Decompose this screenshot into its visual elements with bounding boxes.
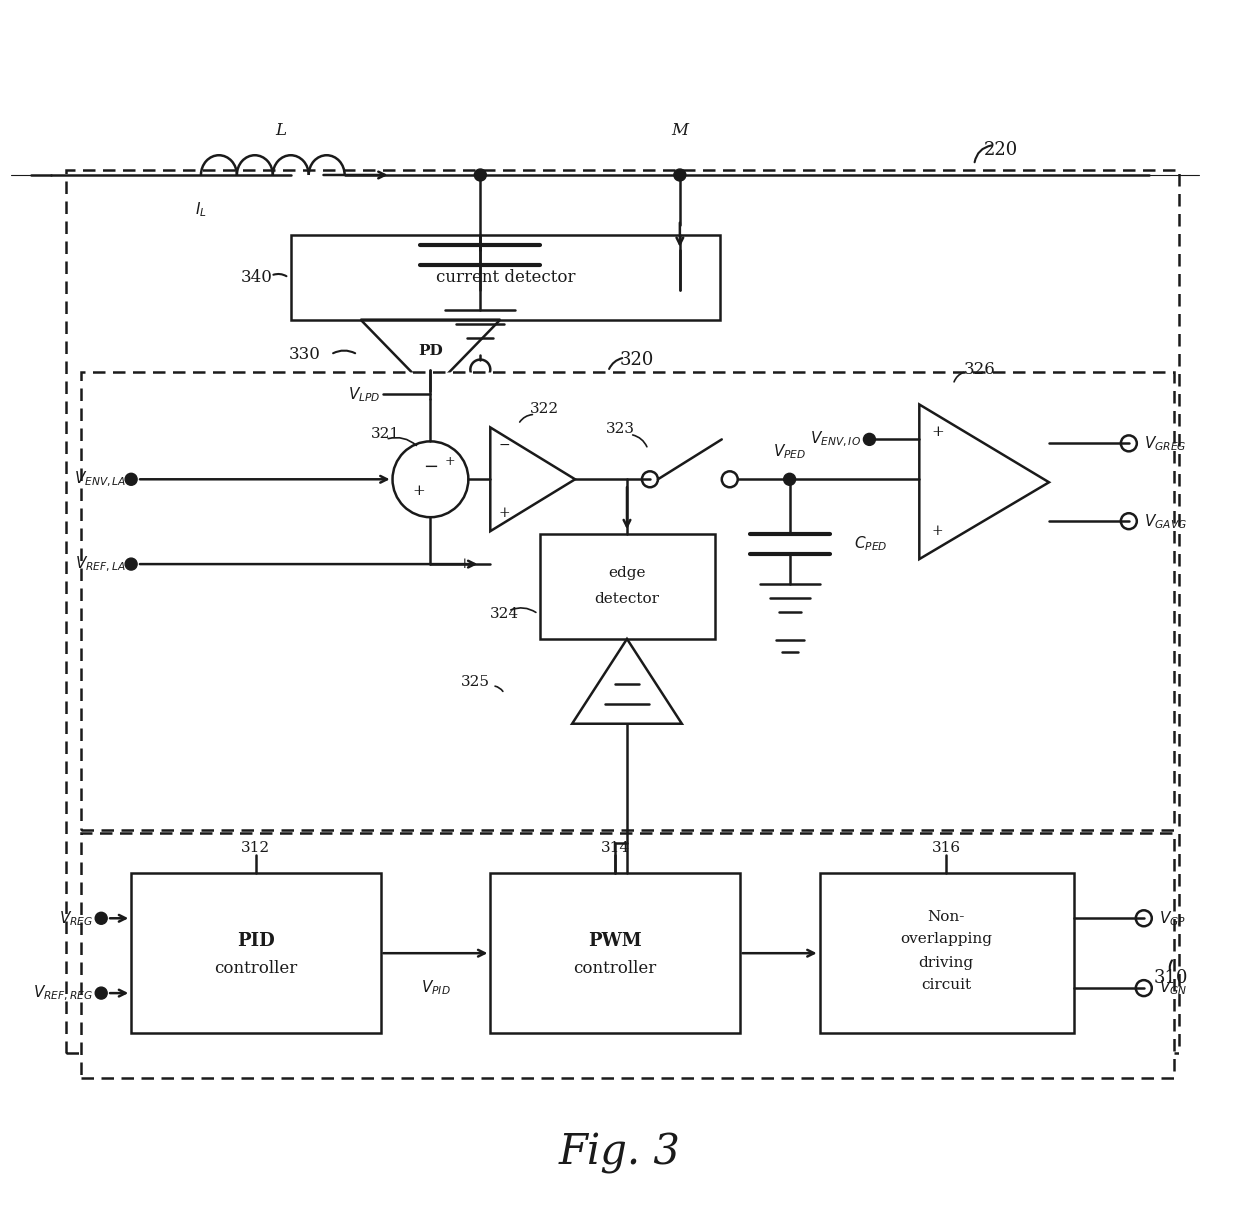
Bar: [131, 873, 381, 1032]
Text: −: −: [498, 439, 510, 452]
Bar: [66, 170, 1179, 1053]
Text: L: L: [275, 122, 286, 139]
Text: 340: 340: [241, 270, 273, 287]
Text: 326: 326: [965, 361, 996, 378]
Text: +: +: [931, 525, 944, 538]
Text: driving: driving: [919, 956, 973, 970]
Text: +: +: [498, 507, 510, 520]
Circle shape: [1121, 513, 1137, 530]
Text: 220: 220: [985, 141, 1018, 160]
Bar: [490, 873, 740, 1032]
Text: $V_{REF,REG}$: $V_{REF,REG}$: [33, 983, 93, 1002]
Text: 310: 310: [1153, 970, 1188, 987]
Text: $I_L$: $I_L$: [195, 201, 207, 219]
Text: +: +: [412, 485, 425, 498]
Text: 321: 321: [371, 428, 399, 441]
Circle shape: [863, 433, 875, 445]
Text: detector: detector: [594, 592, 660, 606]
Text: +: +: [459, 557, 470, 571]
Text: $V_{PID}$: $V_{PID}$: [420, 979, 450, 997]
Circle shape: [125, 559, 138, 571]
Text: PWM: PWM: [588, 932, 642, 950]
Text: $V_{GP}$: $V_{GP}$: [1158, 909, 1185, 927]
Text: 325: 325: [461, 675, 490, 689]
Text: $V_{REG}$: $V_{REG}$: [60, 909, 93, 927]
Text: 330: 330: [289, 346, 321, 363]
Text: PD: PD: [418, 343, 443, 358]
Circle shape: [1121, 435, 1137, 451]
Text: PID: PID: [237, 932, 275, 950]
Circle shape: [475, 169, 486, 181]
Text: M: M: [671, 122, 688, 139]
Text: edge: edge: [609, 566, 646, 580]
Bar: [820, 873, 1074, 1032]
Bar: [82, 833, 1174, 1078]
Text: $V_{ENV,IO}$: $V_{ENV,IO}$: [811, 429, 862, 449]
Circle shape: [470, 359, 490, 380]
Text: $V_{PED}$: $V_{PED}$: [773, 442, 806, 461]
Text: $V_{GREG}$: $V_{GREG}$: [1143, 434, 1187, 452]
Text: $V_{GN}$: $V_{GN}$: [1158, 979, 1187, 997]
Text: $V_{ENV,LA}$: $V_{ENV,LA}$: [73, 469, 126, 488]
Text: $C_{PED}$: $C_{PED}$: [854, 534, 888, 554]
Text: 316: 316: [931, 841, 961, 856]
Circle shape: [125, 473, 138, 485]
Text: 324: 324: [490, 607, 520, 621]
Circle shape: [1136, 980, 1152, 996]
Circle shape: [722, 472, 738, 487]
Circle shape: [1136, 910, 1152, 926]
Text: current detector: current detector: [435, 270, 575, 287]
Bar: [290, 235, 719, 319]
Text: +: +: [445, 455, 456, 468]
Text: overlapping: overlapping: [900, 932, 992, 947]
Text: 320: 320: [620, 351, 655, 369]
Bar: [82, 371, 1174, 831]
Text: 322: 322: [531, 403, 559, 416]
Circle shape: [393, 441, 469, 517]
Text: 323: 323: [605, 422, 635, 436]
Circle shape: [642, 472, 658, 487]
Text: +: +: [931, 426, 944, 439]
Text: −: −: [423, 458, 438, 476]
Circle shape: [673, 169, 686, 181]
Circle shape: [95, 913, 107, 924]
Bar: [541, 534, 714, 638]
Text: $V_{REF,LA}$: $V_{REF,LA}$: [76, 555, 126, 574]
Text: controller: controller: [215, 960, 298, 977]
Text: Fig. 3: Fig. 3: [559, 1132, 681, 1174]
Text: Non-: Non-: [928, 910, 965, 924]
Circle shape: [784, 473, 796, 485]
Text: 314: 314: [600, 841, 630, 856]
Text: circuit: circuit: [921, 978, 971, 993]
Text: controller: controller: [573, 960, 657, 977]
Circle shape: [95, 987, 107, 999]
Text: 312: 312: [242, 841, 270, 856]
Text: $V_{GAVG}$: $V_{GAVG}$: [1143, 511, 1187, 531]
Text: $V_{LPD}$: $V_{LPD}$: [348, 386, 381, 404]
